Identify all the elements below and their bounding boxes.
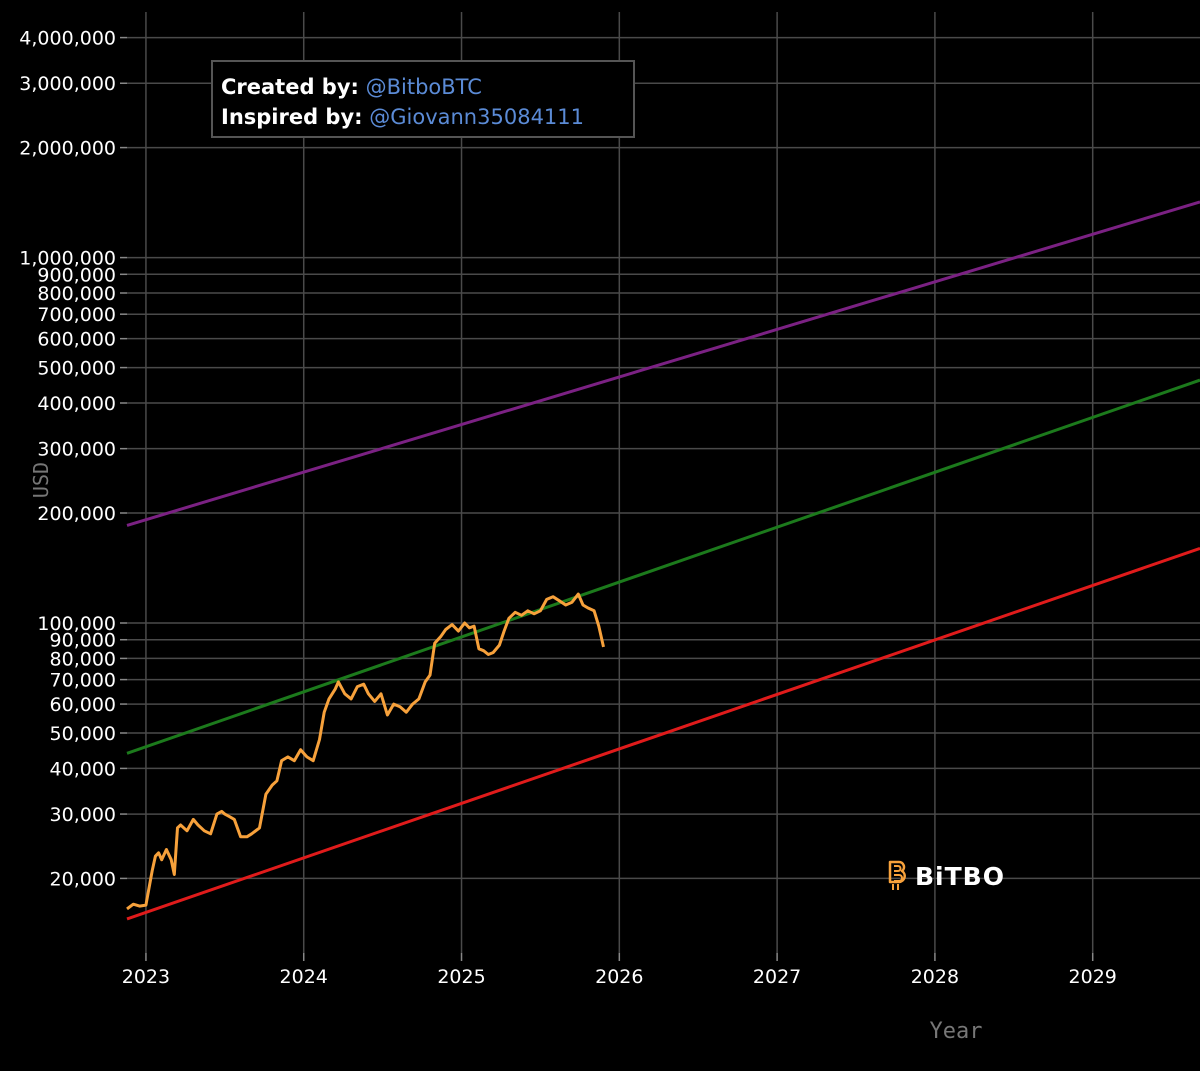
y-axis-ticks: 20,000 30,000 40,000 50,000 60,00070,00080,0… — [19, 28, 127, 890]
bitbo-logo-text: BiTBO — [915, 861, 1005, 891]
y-tick-label: 50,000 — [50, 723, 116, 745]
y-tick-label: 800,000 — [37, 283, 116, 305]
created-by-label: Created by: — [221, 75, 359, 99]
y-tick-label: 200,000 — [37, 503, 116, 525]
created-by-handle[interactable]: @BitboBTC — [365, 75, 482, 99]
y-tick-label: 80,000 — [50, 648, 116, 670]
credits-box: Created by: @BitboBTC Inspired by: @Giov… — [211, 60, 635, 138]
y-tick-label: 2,000,000 — [19, 138, 116, 160]
y-tick-label: 400,000 — [37, 393, 116, 415]
y-tick-label: 70,000 — [50, 670, 116, 692]
y-tick-label: 4,000,000 — [19, 28, 116, 50]
bands — [126, 200, 1200, 921]
x-axis-ticks: 2023 2024 2025 2026 2027 2028 2029 — [122, 953, 1117, 988]
bitbo-b-icon — [888, 860, 906, 890]
credit-inspired: Inspired by: @Giovann35084111 — [221, 102, 633, 132]
y-tick-label: 300,000 — [37, 439, 116, 461]
x-tick-label: 2025 — [437, 966, 485, 988]
x-tick-label: 2028 — [911, 966, 959, 988]
y-tick-label: 40,000 — [50, 758, 116, 780]
price-series — [126, 592, 605, 911]
y-tick-label: 90,000 — [50, 630, 116, 652]
y-tick-label: 500,000 — [37, 358, 116, 380]
x-tick-label: 2023 — [122, 966, 170, 988]
bitbo-logo: BiTBO — [887, 858, 1005, 894]
x-tick-label: 2024 — [280, 966, 328, 988]
y-tick-label: 20,000 — [50, 868, 116, 890]
middle-band-line — [126, 378, 1200, 755]
x-tick-label: 2026 — [595, 966, 643, 988]
y-tick-label: 30,000 — [50, 804, 116, 826]
credit-created: Created by: @BitboBTC — [221, 72, 633, 102]
y-tick-label: 60,000 — [50, 694, 116, 716]
x-tick-label: 2029 — [1069, 966, 1117, 988]
y-axis-title: USD — [29, 462, 53, 498]
x-axis-title: Year — [930, 1019, 983, 1044]
x-tick-label: 2027 — [753, 966, 801, 988]
y-tick-label: 3,000,000 — [19, 73, 116, 95]
inspired-by-handle[interactable]: @Giovann35084111 — [369, 105, 585, 129]
upper-band-line — [126, 200, 1200, 527]
bitcoin-price-line — [126, 592, 605, 911]
y-tick-label: 600,000 — [37, 329, 116, 351]
y-tick-label: 900,000 — [37, 264, 116, 286]
y-tick-label: 700,000 — [37, 304, 116, 326]
gridlines — [127, 12, 1200, 953]
y-tick-label: 100,000 — [37, 613, 116, 635]
lower-band-line — [126, 546, 1200, 921]
inspired-by-label: Inspired by: — [221, 105, 363, 129]
y-tick-label: 1,000,000 — [19, 248, 116, 270]
